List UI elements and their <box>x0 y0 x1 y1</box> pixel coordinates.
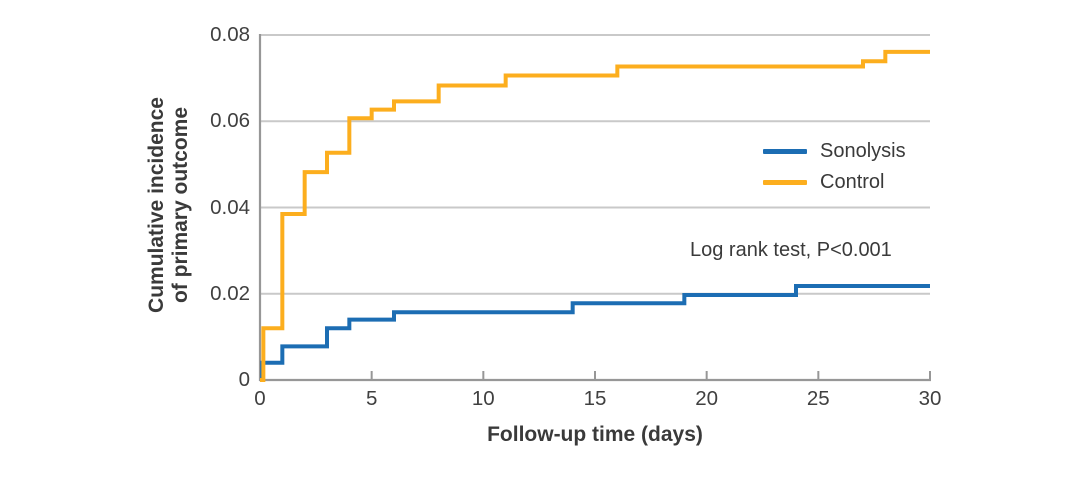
y-axis-title: Cumulative incidence of primary outcome <box>145 97 193 313</box>
x-tick-label: 15 <box>583 387 607 410</box>
log-rank-annotation: Log rank test, P<0.001 <box>690 239 892 261</box>
y-axis-title-line1: Cumulative incidence <box>145 97 168 313</box>
x-tick-label: 5 <box>365 387 378 410</box>
legend-label-control: Control <box>820 170 885 193</box>
sonolysis-curve <box>260 283 930 382</box>
x-tick-label: 25 <box>806 387 830 410</box>
x-tick-label: 0 <box>254 387 266 410</box>
legend-label-sonolysis: Sonolysis <box>820 139 906 162</box>
y-tick-label: 0 <box>238 368 250 391</box>
y-tick-label: 0.08 <box>210 23 250 46</box>
y-tick-label: 0.02 <box>210 281 250 305</box>
control-line-swatch <box>763 179 807 185</box>
x-tick-label: 20 <box>695 387 719 410</box>
y-axis-title-line2: of primary outcome <box>169 106 192 304</box>
y-tick-label: 0.04 <box>210 195 250 219</box>
control-curve <box>260 49 930 382</box>
legend: Sonolysis Control <box>763 138 906 200</box>
y-tick-label: 0.06 <box>210 109 250 132</box>
x-tick-label: 10 <box>471 387 495 410</box>
x-axis-title: Follow-up time (days) <box>487 423 703 446</box>
legend-item-sonolysis: Sonolysis <box>763 138 906 164</box>
legend-item-control: Control <box>763 169 906 195</box>
sonolysis-line-swatch <box>763 148 807 154</box>
x-tick-label: 30 <box>918 387 942 410</box>
